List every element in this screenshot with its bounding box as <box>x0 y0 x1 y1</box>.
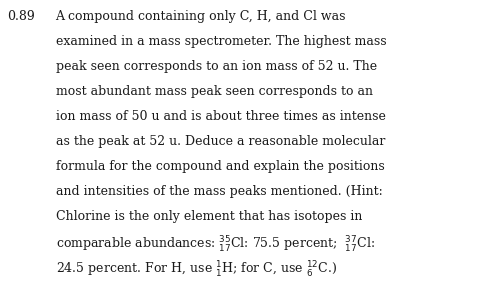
Text: formula for the compound and explain the positions: formula for the compound and explain the… <box>56 160 384 173</box>
Text: and intensities of the mass peaks mentioned. (Hint:: and intensities of the mass peaks mentio… <box>56 185 383 198</box>
Text: A compound containing only C, H, and Cl was: A compound containing only C, H, and Cl … <box>56 10 346 23</box>
Text: peak seen corresponds to an ion mass of 52 u. The: peak seen corresponds to an ion mass of … <box>56 60 377 73</box>
Text: 0.89: 0.89 <box>7 10 35 23</box>
Text: 24.5 percent. For H, use $^{1}_{1}$H; for C, use $^{12}_{6}$C.): 24.5 percent. For H, use $^{1}_{1}$H; fo… <box>56 260 337 280</box>
Text: comparable abundances: $^{35}_{17}$Cl: 75.5 percent;  $^{37}_{17}$Cl:: comparable abundances: $^{35}_{17}$Cl: 7… <box>56 235 374 255</box>
Text: Chlorine is the only element that has isotopes in: Chlorine is the only element that has is… <box>56 210 362 223</box>
Text: most abundant mass peak seen corresponds to an: most abundant mass peak seen corresponds… <box>56 85 372 98</box>
Text: examined in a mass spectrometer. The highest mass: examined in a mass spectrometer. The hig… <box>56 35 386 48</box>
Text: as the peak at 52 u. Deduce a reasonable molecular: as the peak at 52 u. Deduce a reasonable… <box>56 135 385 148</box>
Text: ion mass of 50 u and is about three times as intense: ion mass of 50 u and is about three time… <box>56 110 385 123</box>
